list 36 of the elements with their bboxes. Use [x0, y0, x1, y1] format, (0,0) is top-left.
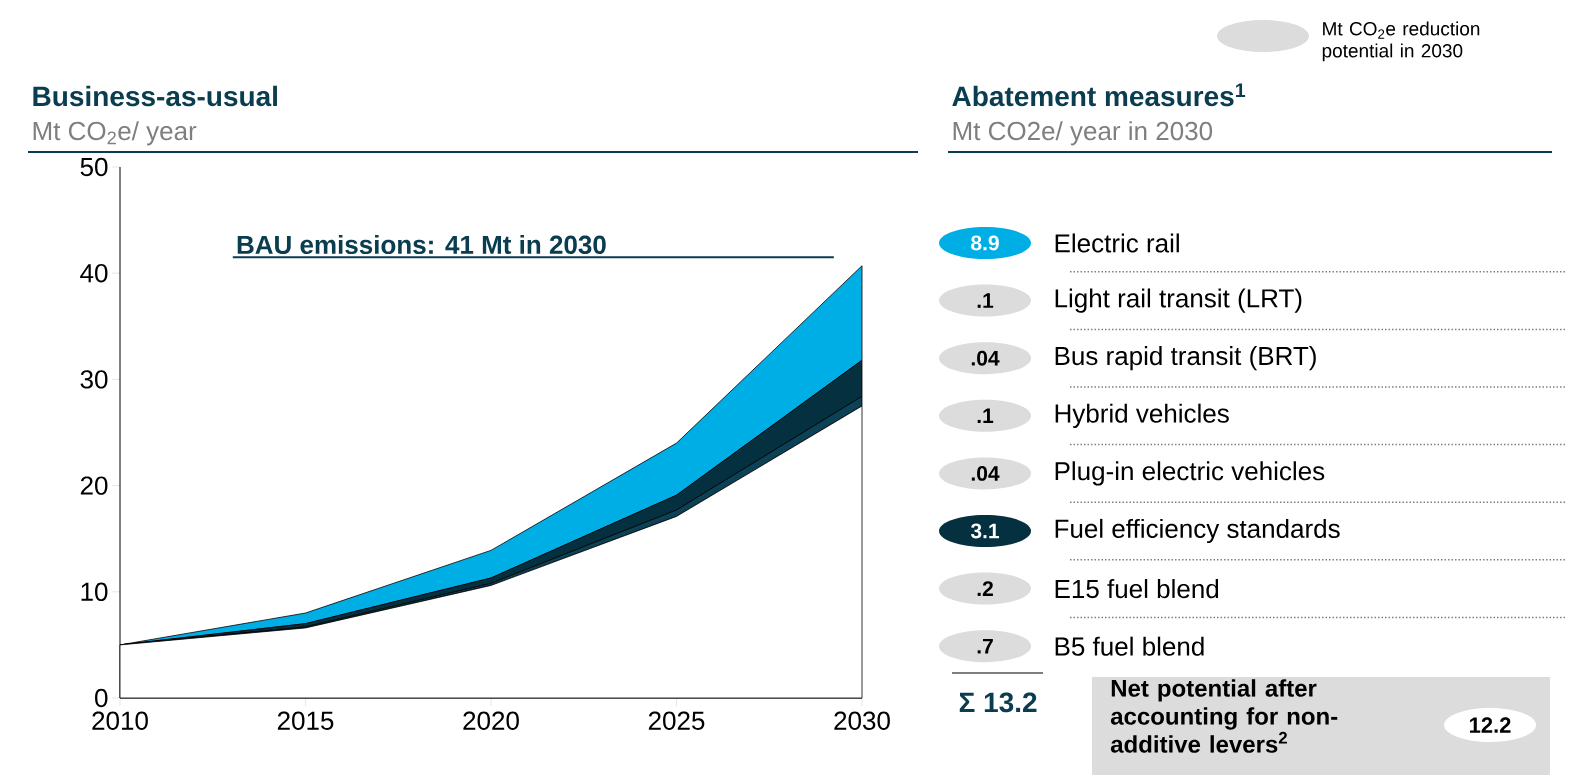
category-label: Electric rail	[1055, 233, 1179, 253]
text: 12.2	[1469, 717, 1511, 733]
y-tick-label: 0	[95, 688, 108, 708]
text: .04	[971, 350, 1000, 366]
text: Net potential after accounting for non-additive levers$^{2}$	[1110, 679, 1338, 753]
y-tick-label: 40	[80, 263, 108, 283]
category-label: Fuel efficiency standards	[1055, 518, 1340, 544]
y-tick-label: 30	[80, 370, 108, 389]
y-axis-title: Mt CO$_{2}$e/ year	[33, 121, 197, 146]
text: .2	[977, 581, 993, 596]
text: Σ 13.2	[959, 692, 1037, 713]
x-tick-label: 2010	[92, 711, 148, 730]
text: .1	[977, 408, 994, 424]
text: .7	[977, 638, 993, 654]
category-label: Hybrid vehicles	[1055, 403, 1229, 428]
x-tick-label: 2030	[834, 711, 890, 730]
y-tick-label: 10	[81, 582, 108, 601]
text: .04	[971, 465, 1000, 481]
y-tick-label: 50	[80, 157, 108, 177]
x-tick-label: 2025	[648, 711, 705, 730]
text: Abatement measures$^{1}$	[952, 83, 1246, 107]
x-tick-label: 2020	[463, 711, 519, 730]
text: 3.1	[970, 523, 1000, 539]
ref-line-label: BAU emissions: 41 Mt in 2030	[237, 234, 606, 255]
category-label: B5 fuel blend	[1055, 636, 1204, 656]
category-label: Light rail transit (LRT)	[1055, 288, 1302, 313]
text: Mt CO2e/ year in 2030	[953, 121, 1213, 146]
chart-title: Business-as-usual	[33, 85, 277, 107]
y-tick-label: 20	[80, 476, 108, 495]
text: .1	[977, 293, 994, 308]
text: 8.9	[971, 235, 999, 251]
legend-title: Mt CO$_{2}$e reduction potential in 2030	[1322, 21, 1480, 62]
category-label: Plug-in electric vehicles	[1055, 461, 1325, 486]
x-tick-label: 2015	[277, 711, 334, 730]
category-label: Bus rapid transit (BRT)	[1055, 346, 1316, 371]
category-label: E15 fuel blend	[1055, 579, 1219, 599]
